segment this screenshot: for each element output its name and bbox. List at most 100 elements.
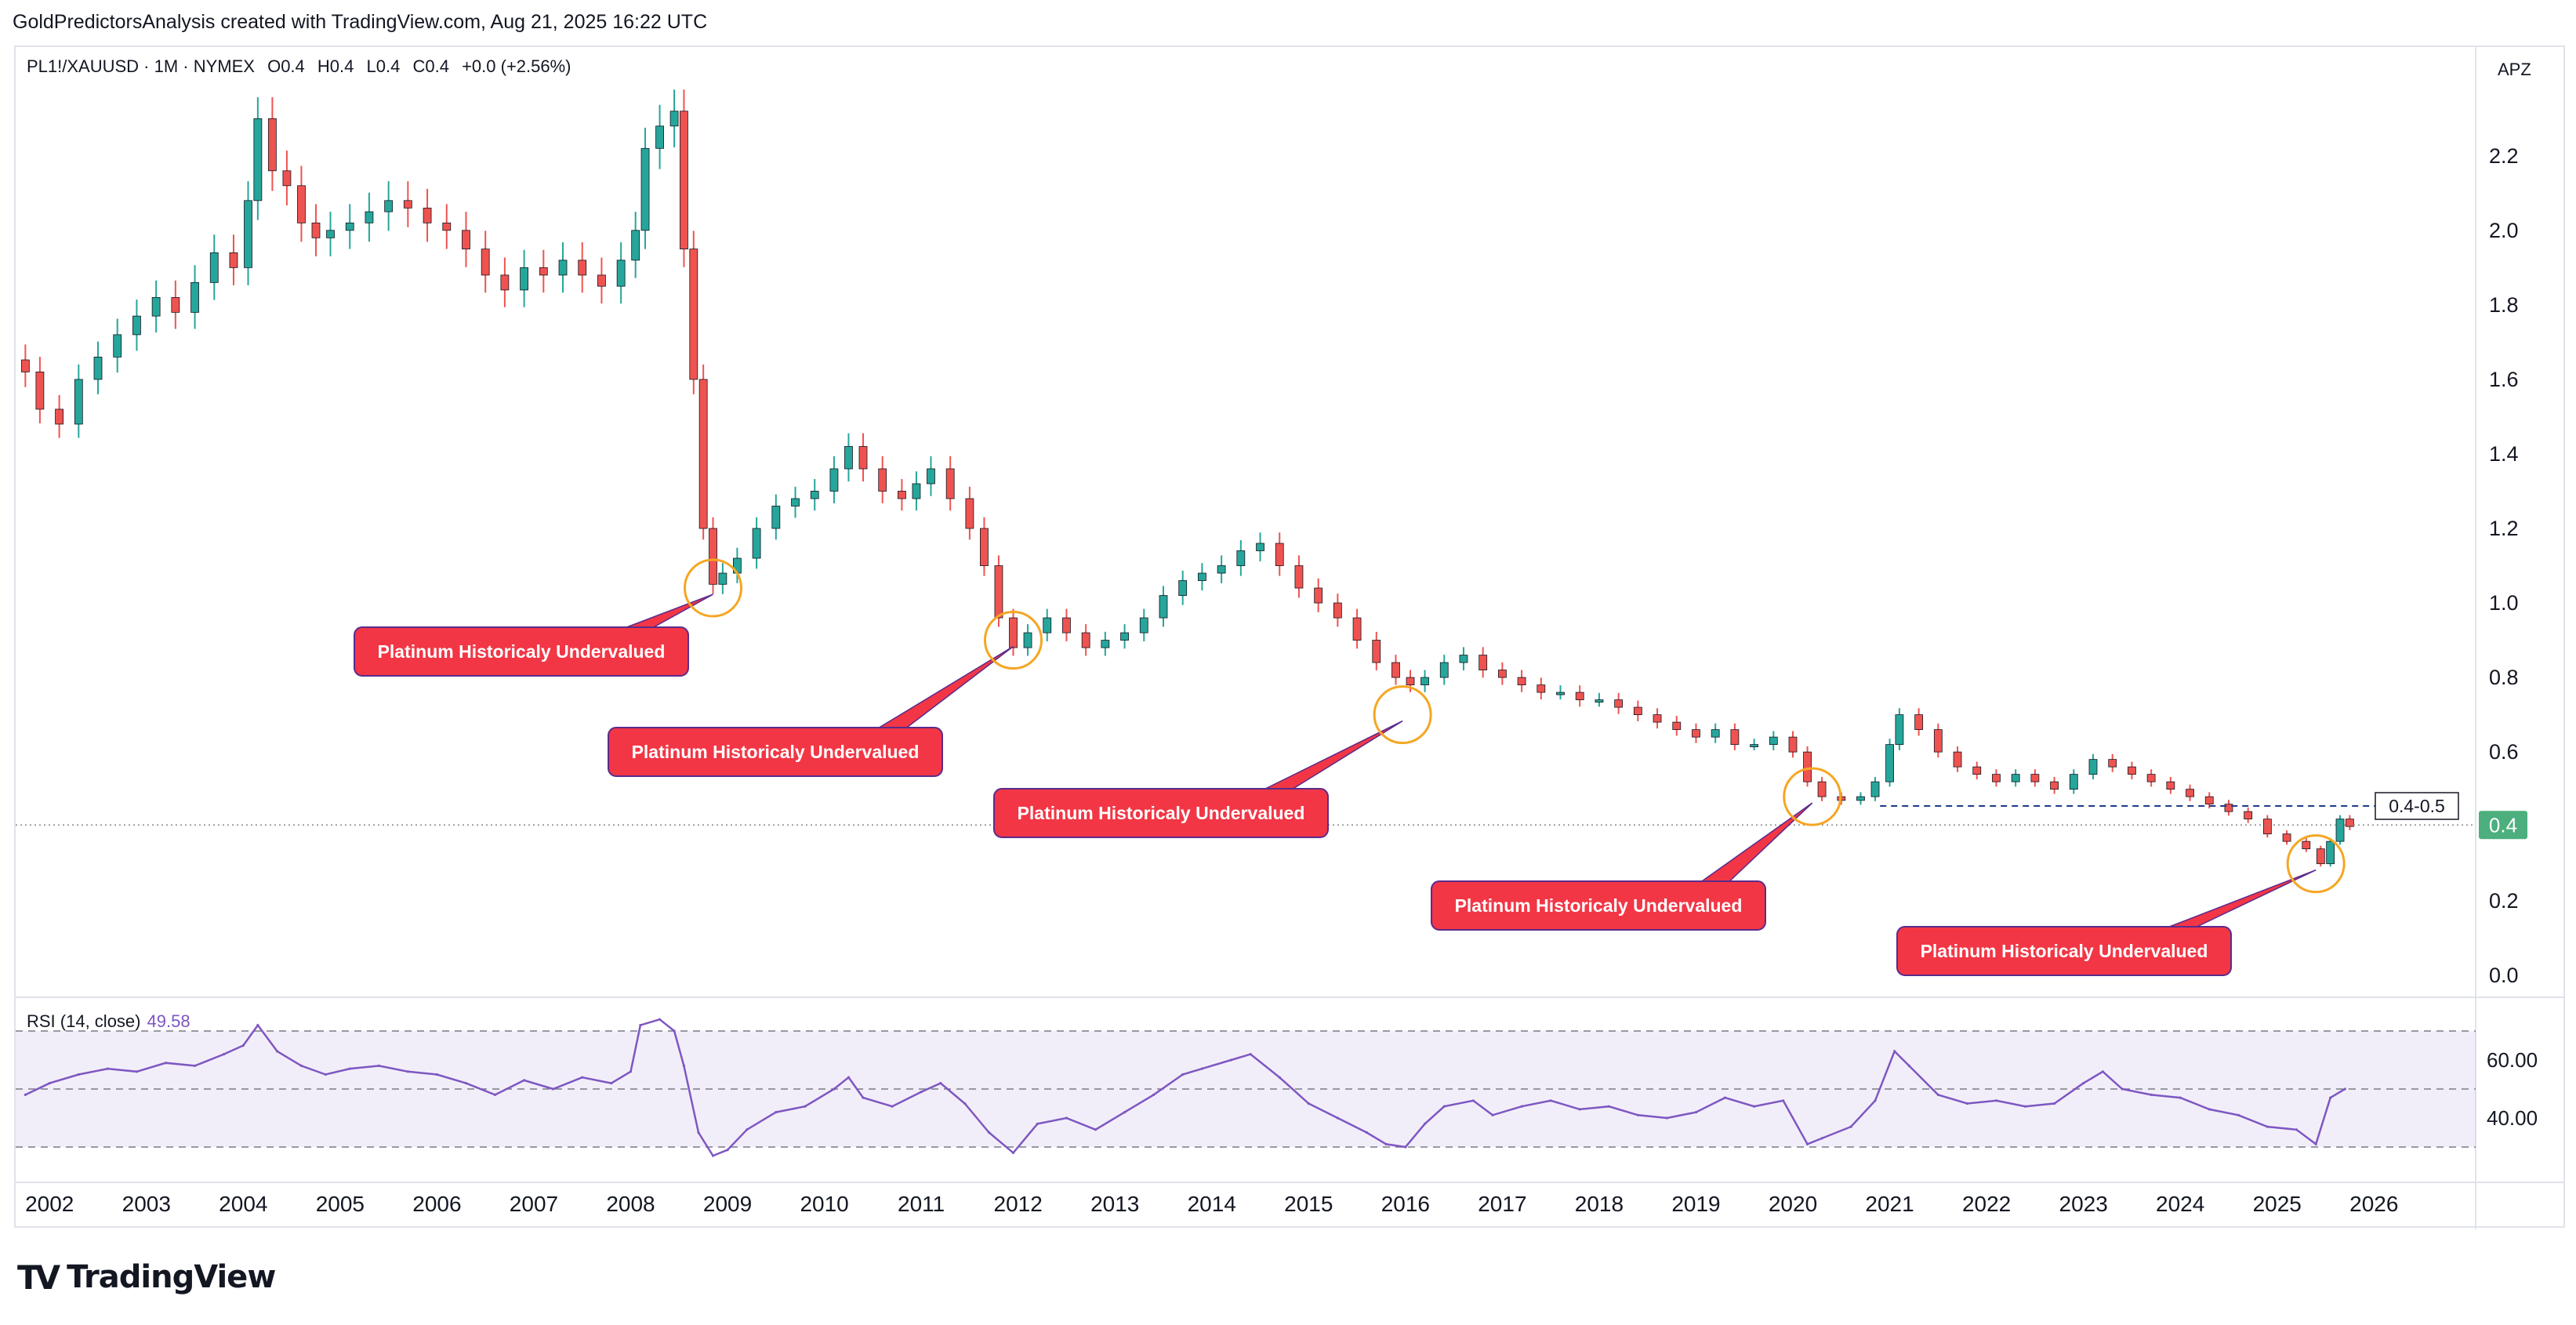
callout-pointer (1261, 720, 1403, 791)
candle-body (1692, 729, 1700, 738)
rsi-pane (16, 1018, 2476, 1157)
candle-body (1236, 550, 1246, 566)
rsi-point (77, 1073, 80, 1076)
candle-body (311, 222, 321, 238)
x-tick-label: 2006 (412, 1192, 461, 1216)
rsi-point (48, 1082, 51, 1085)
x-tick-label: 2022 (1962, 1192, 2011, 1216)
candle-body (326, 230, 335, 238)
candle-body (2282, 833, 2291, 842)
rsi-point (1753, 1105, 1756, 1108)
rsi-point (406, 1070, 409, 1073)
candle-body (423, 207, 432, 223)
undervalued-circle (2286, 834, 2346, 894)
candle-body (1294, 565, 1304, 589)
candle-body (190, 281, 199, 313)
rsi-point (106, 1067, 109, 1070)
candle-body (597, 274, 606, 287)
rsi-point (299, 1064, 303, 1067)
candle-body (680, 111, 688, 250)
rsi-point (833, 1087, 836, 1091)
rsi-point (1442, 1105, 1446, 1108)
rsi-point (2295, 1128, 2298, 1131)
candle-body (2204, 796, 2214, 805)
candle-body (93, 357, 103, 380)
rsi-point (2314, 1142, 2317, 1145)
rsi-point (726, 1149, 729, 1152)
rsi-point (1011, 1151, 1015, 1154)
candle-body (1459, 655, 1468, 663)
rsi-point (2052, 1102, 2056, 1105)
y-tick-label: 1.8 (2489, 293, 2519, 317)
rsi-point (1152, 1093, 1156, 1096)
candle-body (1101, 640, 1110, 648)
rsi-point (324, 1073, 327, 1076)
callout-text: Platinum Historicaly Undervalued (378, 641, 666, 662)
candle-body (791, 498, 800, 506)
candle-body (1391, 662, 1400, 678)
rsi-point (193, 1064, 197, 1067)
y-tick-label: 1.4 (2489, 442, 2519, 466)
candle-body (1497, 670, 1507, 678)
rsi-point (1123, 1111, 1127, 1114)
callout-box (1896, 926, 2232, 976)
scale-mode-button[interactable]: APZ (2498, 60, 2531, 79)
candle-body (1372, 640, 1381, 663)
rsi-point (963, 1102, 967, 1105)
rsi-point (1965, 1102, 1968, 1105)
rsi-point (1520, 1105, 1523, 1108)
candle-body (113, 334, 122, 358)
rsi-point (1229, 1058, 1233, 1062)
candle-body (878, 468, 887, 492)
rsi-point (1278, 1076, 1281, 1079)
candle-body (403, 200, 412, 209)
rsi-point (1404, 1145, 1407, 1149)
rsi-point (1820, 1137, 1823, 1140)
candle-body (709, 528, 717, 585)
candle-body (1992, 774, 2001, 782)
rsi-point (2023, 1105, 2027, 1108)
rsi-point (920, 1091, 923, 1094)
candle-body (718, 572, 727, 585)
candles (20, 89, 2354, 867)
last-price-text: 0.4 (2489, 813, 2517, 837)
tradingview-wordmark: TradingView (67, 1259, 276, 1295)
candle-body (55, 408, 63, 425)
y-tick-label: 0.2 (2489, 889, 2519, 913)
candle-body (74, 379, 83, 425)
x-tick-label: 2016 (1381, 1192, 1430, 1216)
annotations: 0.4 0.4-0.5 Platinum Historicaly Undervalu… (16, 558, 2527, 976)
candle-body (2011, 774, 2020, 782)
rsi-point (493, 1093, 497, 1096)
callout-pointer (1697, 802, 1813, 884)
candle-body (945, 468, 955, 499)
y-tick-label: 2.2 (2489, 144, 2519, 168)
candle-body (689, 249, 698, 380)
rsi-point (1893, 1050, 1896, 1053)
rsi-point (581, 1076, 584, 1079)
candle-body (1575, 692, 1584, 700)
candle-body (2186, 789, 2194, 797)
x-tick-label: 2010 (800, 1192, 848, 1216)
rsi-point (2082, 1082, 2085, 1085)
rsi-point (988, 1131, 991, 1134)
rsi-point (1065, 1116, 1068, 1120)
candle-body (1788, 736, 1798, 753)
axes: 2.2 2.0 1.8 1.6 1.4 1.2 1.0 0.8 0.6 0.4 0.2 0.0 2002… (25, 144, 2538, 1216)
chart-header: GoldPredictorsAnalysis created with Trad… (13, 11, 708, 33)
x-tick-label: 2019 (1671, 1192, 1720, 1216)
x-tick-label: 2021 (1865, 1192, 1914, 1216)
rsi-point (1094, 1128, 1098, 1131)
rsi-value: 49.58 (147, 1011, 190, 1031)
tradingview-brand[interactable]: TV TradingView (17, 1258, 276, 1297)
candle-body (1023, 632, 1032, 648)
chart-frame (14, 45, 2565, 1228)
candle-body (520, 267, 529, 291)
candle-body (616, 260, 626, 287)
rsi-point (1423, 1122, 1427, 1125)
symbol-name: PL1!/XAUUSD · 1M · NYMEX (27, 56, 255, 76)
candle-body (2069, 774, 2078, 790)
candle-body (20, 359, 30, 372)
candle-body (539, 267, 548, 276)
